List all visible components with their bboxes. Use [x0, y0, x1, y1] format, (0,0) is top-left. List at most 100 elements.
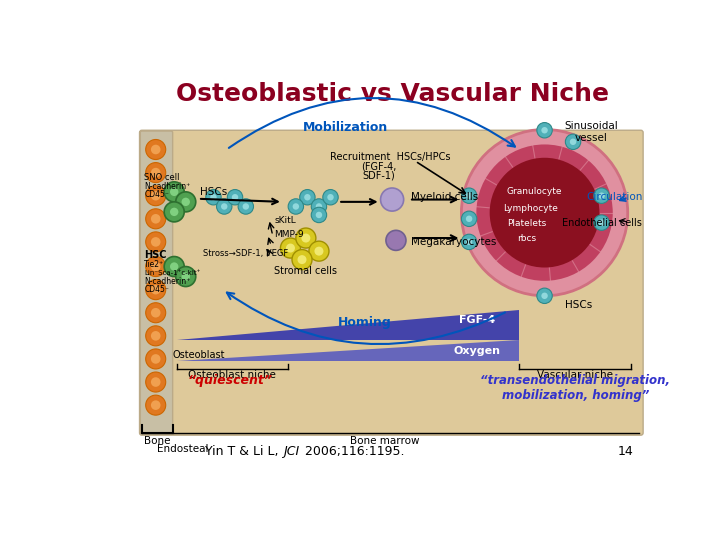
Circle shape [315, 212, 322, 218]
Text: Endothelial cells: Endothelial cells [562, 218, 642, 228]
Circle shape [315, 247, 323, 255]
Text: Lymphocyte: Lymphocyte [503, 204, 558, 213]
Circle shape [311, 207, 327, 222]
Circle shape [537, 123, 552, 138]
Text: rbcs: rbcs [517, 234, 536, 244]
Text: Bone: Bone [144, 436, 171, 446]
Circle shape [232, 194, 238, 200]
Circle shape [292, 203, 299, 210]
Text: Myeloid cells: Myeloid cells [411, 192, 479, 202]
Circle shape [297, 255, 307, 264]
Text: Megakaryocytes: Megakaryocytes [411, 237, 497, 247]
Circle shape [145, 186, 166, 206]
Text: Recruitment  HSCs/HPCs: Recruitment HSCs/HPCs [330, 152, 451, 162]
Text: Yin T & Li L,: Yin T & Li L, [205, 445, 283, 458]
Text: Granulocyte: Granulocyte [507, 187, 562, 197]
Circle shape [228, 190, 243, 205]
Circle shape [466, 192, 472, 199]
FancyBboxPatch shape [140, 130, 643, 435]
Circle shape [151, 377, 161, 387]
Circle shape [594, 215, 609, 231]
Circle shape [151, 262, 161, 271]
Text: Bone marrow: Bone marrow [350, 436, 419, 446]
Text: Oxygen: Oxygen [454, 346, 500, 356]
FancyArrowPatch shape [620, 196, 626, 201]
Text: HSCs: HSCs [199, 187, 227, 197]
Text: Osteoblast niche: Osteoblast niche [189, 370, 276, 381]
Circle shape [176, 267, 196, 287]
Circle shape [181, 198, 190, 206]
Text: HSCs: HSCs [564, 300, 592, 310]
Text: Stross→SDF-1, VEGF: Stross→SDF-1, VEGF [204, 249, 289, 258]
Circle shape [288, 199, 304, 214]
Text: SNO cell: SNO cell [144, 173, 180, 183]
Circle shape [541, 127, 548, 133]
Circle shape [598, 219, 605, 226]
Circle shape [145, 349, 166, 369]
Circle shape [594, 188, 609, 204]
Circle shape [490, 158, 600, 267]
Circle shape [151, 354, 161, 364]
Text: Tie2⁺: Tie2⁺ [144, 260, 164, 269]
Circle shape [145, 372, 166, 392]
Circle shape [176, 192, 196, 212]
Circle shape [462, 130, 628, 296]
Circle shape [315, 203, 322, 210]
Text: Circulation: Circulation [586, 192, 642, 202]
Circle shape [281, 238, 300, 258]
Text: sKitL: sKitL [274, 216, 296, 225]
Text: Stromal cells: Stromal cells [274, 266, 338, 276]
Circle shape [296, 228, 316, 248]
Circle shape [145, 280, 166, 300]
Circle shape [164, 182, 184, 202]
Text: JCI: JCI [283, 445, 299, 458]
Text: “transendothelial migration,
mobilization, homing”: “transendothelial migration, mobilizatio… [480, 374, 670, 402]
Circle shape [210, 194, 217, 200]
Circle shape [462, 188, 477, 204]
Circle shape [286, 244, 295, 253]
Text: (FGF-4,: (FGF-4, [361, 161, 397, 171]
Circle shape [462, 234, 477, 249]
Circle shape [466, 215, 472, 222]
Circle shape [145, 209, 166, 229]
Circle shape [238, 199, 253, 214]
Circle shape [164, 202, 184, 222]
Circle shape [151, 145, 161, 154]
Circle shape [323, 190, 338, 205]
Text: Osteoblastic vs Vascular Niche: Osteoblastic vs Vascular Niche [176, 82, 608, 106]
Circle shape [145, 395, 166, 415]
Circle shape [151, 237, 161, 247]
Circle shape [243, 203, 249, 210]
Text: Sinusoidal
vessel: Sinusoidal vessel [564, 121, 618, 143]
FancyArrowPatch shape [227, 293, 505, 344]
Circle shape [151, 285, 161, 294]
Circle shape [145, 303, 166, 323]
Circle shape [381, 188, 404, 211]
Circle shape [151, 214, 161, 224]
Circle shape [328, 194, 334, 200]
Circle shape [541, 293, 548, 299]
FancyBboxPatch shape [140, 131, 173, 434]
Circle shape [598, 192, 605, 199]
Circle shape [537, 288, 552, 303]
Circle shape [217, 199, 232, 214]
Text: SDF-1): SDF-1) [363, 171, 395, 181]
Text: N-cadherin⁺: N-cadherin⁺ [144, 276, 190, 286]
Polygon shape [176, 340, 519, 361]
Circle shape [164, 256, 184, 276]
Text: Platelets: Platelets [507, 219, 546, 228]
Circle shape [304, 194, 310, 200]
Circle shape [151, 400, 161, 410]
Circle shape [145, 163, 166, 183]
Circle shape [145, 232, 166, 252]
Circle shape [145, 326, 166, 346]
Text: CD45⁻: CD45⁻ [144, 191, 169, 199]
Circle shape [300, 190, 315, 205]
Circle shape [311, 199, 327, 214]
Text: HSC: HSC [144, 250, 166, 260]
Polygon shape [176, 309, 519, 340]
Circle shape [570, 139, 576, 145]
Circle shape [170, 187, 179, 196]
Circle shape [302, 233, 310, 242]
Circle shape [462, 211, 477, 226]
